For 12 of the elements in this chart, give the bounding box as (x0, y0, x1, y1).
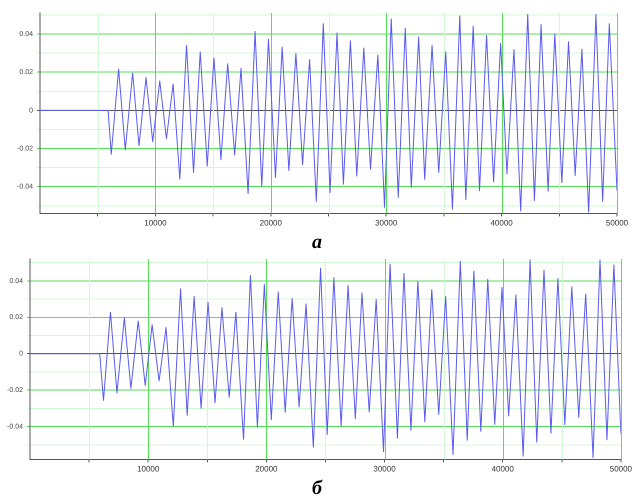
text: б (311, 477, 324, 498)
x-tick-label: 30000 (375, 218, 398, 228)
x-tick-label: 20000 (255, 464, 278, 474)
x-tick-label: 30000 (373, 464, 396, 474)
x-tick-label: 40000 (490, 218, 514, 228)
x-tick-label: 50000 (606, 218, 629, 228)
x-tick-label: 50000 (610, 464, 633, 474)
x-tick-label: 10000 (137, 464, 160, 474)
x-tick-label: 40000 (492, 464, 514, 474)
text: а (311, 231, 323, 253)
x-tick-label: 10000 (144, 218, 168, 228)
x-tick-label: 20000 (260, 218, 282, 228)
